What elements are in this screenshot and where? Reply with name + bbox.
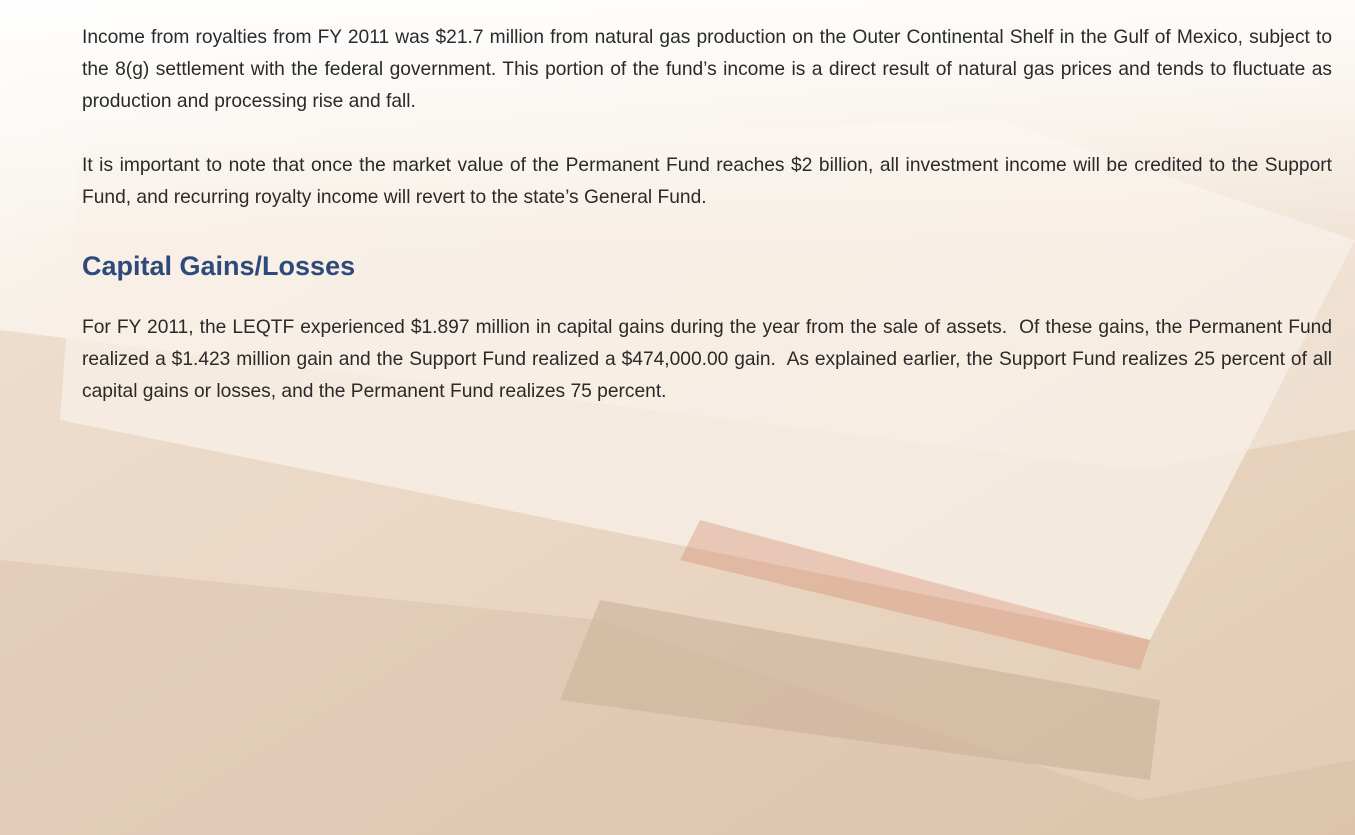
document: Income from royalties from FY 2011 was $… — [82, 22, 1332, 440]
paragraph: For FY 2011, the LEQTF experienced $1.89… — [82, 317, 1332, 402]
paragraph: It is important to note that once the ma… — [82, 155, 1332, 208]
section-heading: Capital Gains/Losses — [82, 251, 356, 281]
paragraph: Income from royalties from FY 2011 was $… — [82, 27, 1332, 112]
